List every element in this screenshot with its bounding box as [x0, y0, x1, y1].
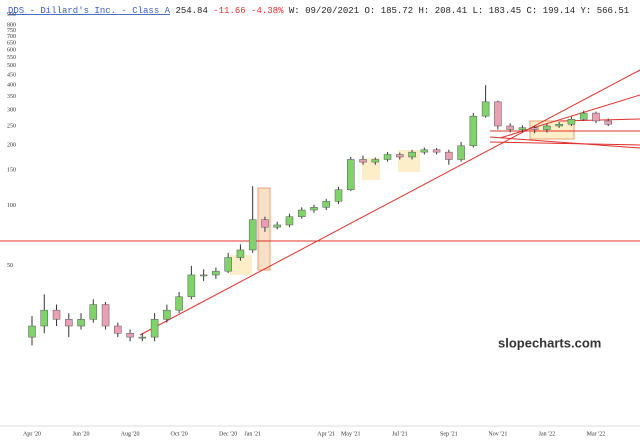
candle-body — [175, 296, 183, 311]
candle-body — [212, 270, 220, 276]
price: 254.84 — [175, 6, 207, 16]
y-tick-label: 600 — [7, 47, 16, 53]
candle-body — [310, 207, 318, 211]
candle-body — [530, 127, 539, 130]
x-tick-label: May '21 — [341, 431, 361, 437]
candle-body — [285, 216, 294, 226]
candle-body — [555, 124, 563, 127]
x-tick-label: Jun '20 — [73, 431, 90, 437]
y-tick-label: 650 — [7, 40, 16, 46]
y-tick-label: 400 — [7, 83, 16, 89]
x-tick-label: Nov '21 — [488, 431, 507, 437]
trend-line — [489, 136, 640, 149]
candle-body — [481, 101, 490, 117]
x-tick-label: Jan '21 — [244, 431, 261, 437]
y-tick-label: 250 — [7, 123, 16, 129]
candle-body — [604, 120, 612, 125]
candle-body — [322, 201, 330, 208]
candle-body — [359, 159, 367, 163]
candle-body — [150, 319, 159, 338]
y-tick-label: 750 — [7, 28, 16, 34]
candle-body — [297, 209, 306, 217]
y-tick-label: 900 — [7, 12, 16, 18]
y-tick-label: 800 — [7, 22, 16, 28]
highlight-box — [230, 255, 252, 275]
x-tick-label: Aug '20 — [121, 431, 140, 437]
candle-body — [457, 145, 465, 160]
candle-body — [273, 224, 281, 228]
candle-body — [408, 151, 416, 158]
candle-body — [248, 219, 257, 251]
symbol: DDS - Dillard's Inc. - Class A — [8, 6, 171, 16]
trend-line — [139, 69, 640, 336]
candle-body — [592, 112, 600, 122]
candle-body — [543, 125, 551, 130]
y-tick-label: 550 — [7, 55, 16, 61]
candle-body — [469, 115, 478, 147]
x-tick-label: Sep '21 — [440, 431, 458, 437]
y-tick-label: 150 — [7, 168, 16, 174]
candle-body — [396, 154, 404, 158]
candle-body — [40, 309, 49, 327]
candle-body — [126, 333, 134, 338]
change: -11.66 — [213, 6, 245, 16]
candle-body — [199, 274, 208, 277]
candle-body — [261, 219, 269, 228]
candle-body — [371, 159, 380, 163]
x-tick-label: Mar '22 — [587, 431, 606, 437]
highlight-box — [529, 120, 575, 140]
candle-body — [187, 274, 196, 298]
candle-body — [506, 125, 514, 130]
y-tick-label: 100 — [7, 203, 16, 209]
candle-body — [52, 309, 61, 320]
watermark: slopecharts.com — [498, 335, 601, 350]
change-pct: -4.38% — [251, 6, 284, 16]
candle-body — [432, 149, 441, 153]
candle-body — [138, 336, 147, 339]
y-tick-label: 200 — [7, 143, 16, 149]
trend-line — [489, 141, 640, 146]
candle-body — [236, 249, 245, 258]
candle-body — [163, 309, 171, 320]
candle-body — [494, 101, 502, 127]
y-tick-label: 450 — [7, 72, 16, 78]
candle-body — [347, 159, 355, 190]
candle-body — [28, 325, 36, 338]
header: DDS - Dillard's Inc. - Class A 254.84 -1… — [8, 6, 629, 16]
candle-body — [518, 127, 527, 130]
candle-body — [383, 154, 392, 160]
candle-body — [579, 112, 588, 120]
candle-body — [114, 325, 122, 334]
x-tick-label: Jan '22 — [539, 431, 556, 437]
info: W: 09/20/2021 O: 185.72 H: 208.41 L: 183… — [289, 6, 629, 16]
y-tick-label: 350 — [7, 94, 16, 100]
y-tick-label: 500 — [7, 63, 16, 69]
x-tick-label: Jul '21 — [392, 431, 408, 437]
x-tick-label: Apr '20 — [23, 431, 41, 437]
candle-body — [420, 149, 429, 153]
x-tick-label: Oct '20 — [170, 431, 187, 437]
y-tick-label: 300 — [7, 108, 16, 114]
candle-body — [567, 119, 576, 125]
candle-body — [77, 319, 85, 327]
candle-body — [445, 151, 453, 160]
candle-body — [224, 257, 232, 272]
candle-body — [89, 304, 98, 320]
candle-body — [101, 304, 110, 327]
candle-body — [65, 319, 73, 327]
candle-body — [334, 189, 343, 202]
y-tick-label: 50 — [7, 263, 13, 269]
x-tick-label: Dec '20 — [219, 431, 237, 437]
x-tick-label: Apr '21 — [317, 431, 335, 437]
highlight-box — [257, 187, 271, 271]
y-tick-label: 700 — [7, 34, 16, 40]
